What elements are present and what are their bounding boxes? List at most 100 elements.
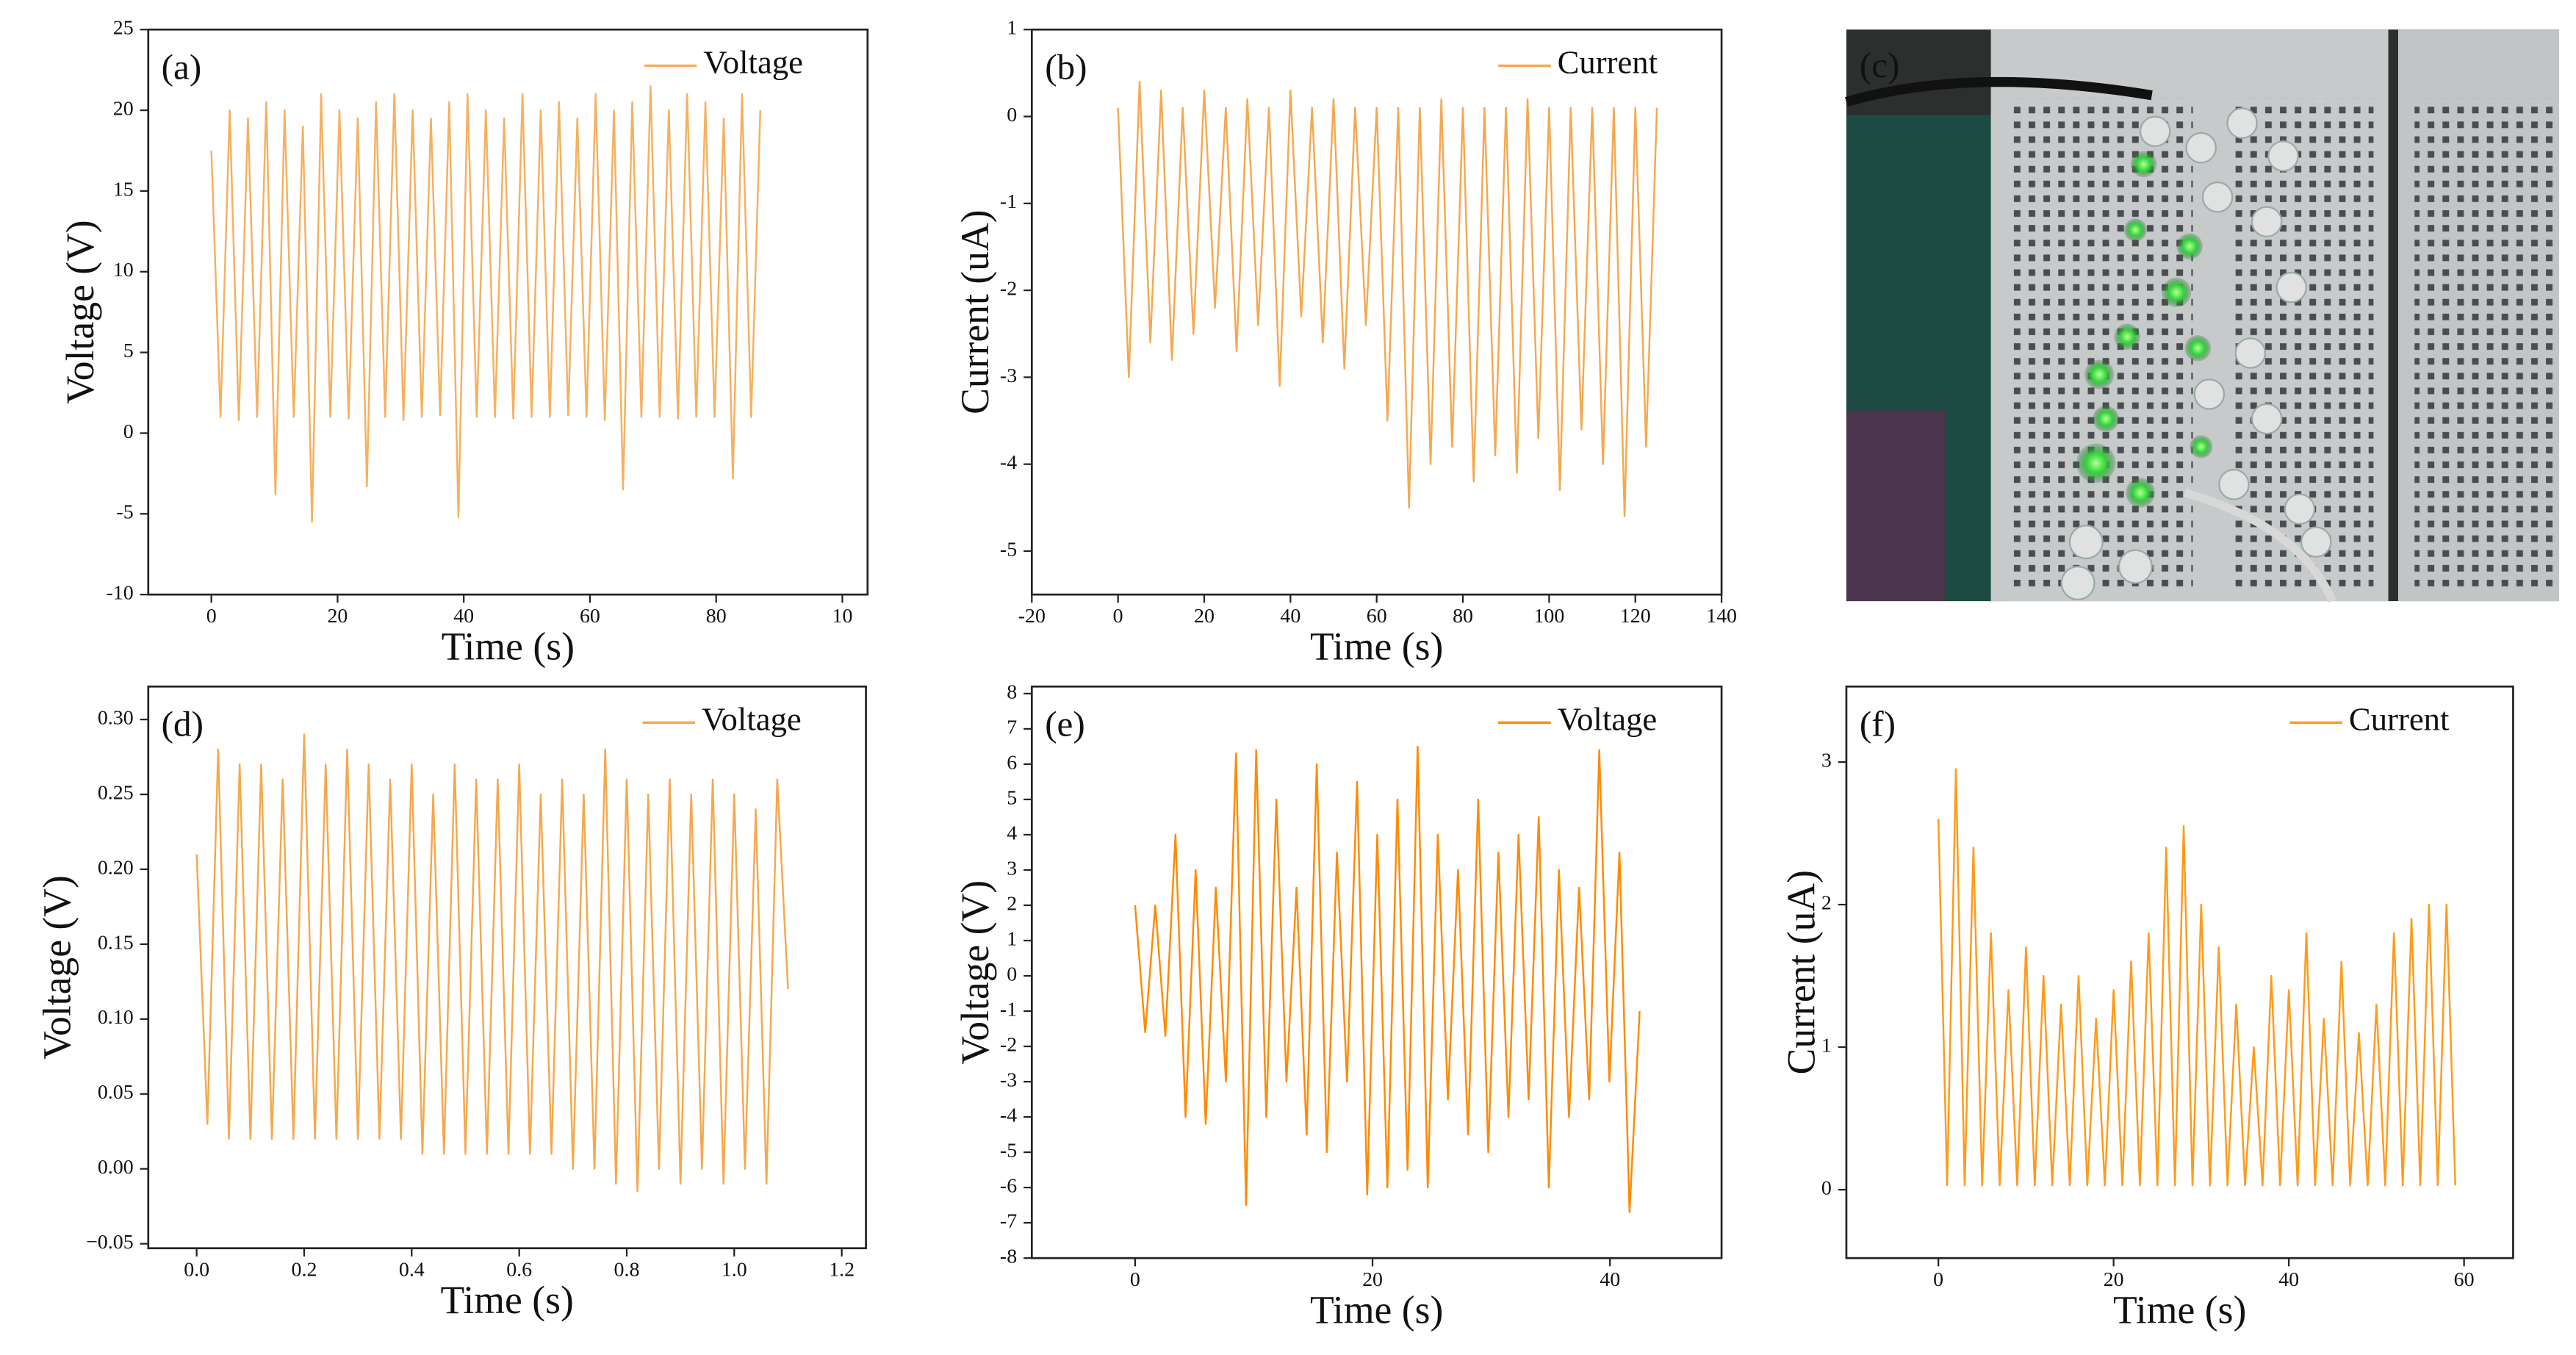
y-axis-label: Voltage (V) [58, 220, 102, 404]
y-tick-label: 0 [1821, 1176, 1832, 1199]
data-line [1937, 768, 2456, 1187]
chart-panel: 0 20 40 60 0 1 2 3 Time (s) Current (uA) Current (f… [1779, 685, 2514, 1331]
breadboard-holes [2414, 98, 2555, 592]
plot-frame [147, 685, 867, 1250]
chart-panel: 0 20 40 -8 -7 -6 -5 -4 -3 -2 -1 0 1 2 3 4 5 6 7 8 Time (s) Vo… [953, 680, 1723, 1331]
chart-panel: 0 20 40 60 80 10 -10 -5 0 5 10 15 20 25 Time (s) Voltag… [58, 17, 869, 668]
y-tick-label: 10 [113, 259, 134, 281]
x-tick-label: -20 [1018, 605, 1046, 628]
panel-label: (f) [1860, 703, 1896, 744]
data-line [1117, 80, 1658, 517]
x-tick-label: 140 [1706, 605, 1737, 628]
x-tick-label: 20 [1194, 605, 1215, 628]
y-tick-label: -2 [1000, 278, 1017, 301]
y-tick-label: 6 [1007, 751, 1017, 774]
y-tick-label: 0.10 [98, 1006, 134, 1029]
x-tick-label: 0 [1113, 605, 1123, 628]
cable [1845, 76, 2153, 107]
x-tick-label: 120 [1620, 605, 1651, 628]
y-axis-label: Voltage (V) [35, 875, 79, 1060]
plot-frame [147, 28, 869, 596]
y-tick-label: 7 [1007, 716, 1017, 738]
y-tick-label: 2 [1007, 892, 1017, 915]
y-tick-label: 1 [1821, 1034, 1832, 1057]
y-tick-label: -7 [1000, 1210, 1017, 1233]
x-tick-label: 0.0 [184, 1258, 209, 1281]
y-tick-label: 5 [1007, 786, 1017, 809]
x-axis-label: Time (s) [1310, 1287, 1443, 1331]
y-tick-label: 3 [1007, 857, 1017, 880]
y-tick-label: -4 [1000, 451, 1017, 474]
y-tick-label: −0.05 [86, 1231, 134, 1254]
legend-label: Voltage [702, 701, 802, 738]
x-tick-label: 80 [1453, 605, 1473, 628]
y-tick-label: 0.15 [98, 931, 134, 954]
photo-shadow [1846, 410, 1946, 602]
panel-label: (a) [162, 46, 202, 87]
x-tick-label: 80 [706, 605, 727, 628]
y-tick-label: 5 [123, 339, 134, 362]
y-tick-label: -10 [106, 582, 133, 605]
y-tick-label: -2 [1000, 1033, 1017, 1056]
y-tick-label: 0 [123, 420, 134, 443]
y-tick-label: 3 [1821, 750, 1832, 772]
x-tick-label: 60 [580, 605, 600, 628]
plot-frame [1845, 685, 2514, 1259]
data-line [1134, 745, 1641, 1213]
y-tick-label: 0.30 [98, 707, 134, 730]
y-tick-label: -5 [116, 501, 133, 524]
x-tick-label: 0 [206, 605, 217, 628]
x-tick-label: 10 [832, 605, 852, 628]
y-axis-label: Current (uA) [1779, 870, 1823, 1074]
x-axis-label: Time (s) [1310, 624, 1443, 668]
y-tick-label: 0.25 [98, 781, 134, 804]
x-tick-label: 60 [2454, 1268, 2475, 1291]
panel-label: (e) [1045, 703, 1085, 744]
y-tick-label: 20 [113, 97, 134, 120]
x-tick-label: 40 [1280, 605, 1300, 628]
cable [2183, 489, 2336, 603]
x-tick-label: 100 [1533, 605, 1564, 628]
leds [2060, 107, 2332, 600]
legend-label: Voltage [1558, 701, 1658, 738]
y-tick-label: 8 [1007, 680, 1017, 703]
panel-label: (d) [162, 703, 204, 744]
x-tick-label: 0.2 [292, 1258, 317, 1281]
y-axis-label: Voltage (V) [953, 880, 997, 1065]
legend-label: Current [2349, 701, 2450, 738]
panel-label: (b) [1045, 46, 1087, 87]
y-tick-label: 0.00 [98, 1156, 134, 1179]
y-tick-label: -1 [1000, 998, 1017, 1021]
y-tick-label: 0.20 [98, 856, 134, 879]
y-axis-label: Current (uA) [953, 209, 997, 414]
y-tick-label: -1 [1000, 190, 1017, 213]
y-tick-label: 0.05 [98, 1081, 134, 1104]
x-tick-label: 20 [2104, 1268, 2124, 1291]
x-tick-label: 40 [2278, 1268, 2299, 1291]
y-tick-label: -3 [1000, 1068, 1017, 1091]
y-tick-label: -5 [1000, 1139, 1017, 1162]
y-tick-label: 0 [1007, 104, 1017, 126]
data-line [195, 733, 789, 1193]
x-tick-label: 1.0 [722, 1258, 747, 1281]
y-tick-label: 1 [1007, 17, 1017, 40]
x-tick-label: 0.4 [399, 1258, 425, 1281]
y-tick-label: 1 [1007, 927, 1017, 950]
y-tick-label: -8 [1000, 1246, 1017, 1268]
x-tick-label: 40 [1600, 1268, 1620, 1291]
y-tick-label: -5 [1000, 538, 1017, 561]
chart-panel: 0.0 0.2 0.4 0.6 0.8 1.0 1.2 −0.05 0.00 0.05 0.10 0.… [35, 685, 867, 1322]
x-tick-label: 0.8 [614, 1258, 640, 1281]
y-tick-label: 15 [113, 178, 134, 201]
x-tick-label: 60 [1367, 605, 1387, 628]
x-tick-label: 0.6 [506, 1258, 532, 1281]
x-tick-label: 20 [327, 605, 348, 628]
y-tick-label: 0 [1007, 963, 1017, 985]
x-axis-label: Time (s) [2113, 1287, 2246, 1331]
x-tick-label: 0 [1933, 1268, 1943, 1291]
y-tick-label: -4 [1000, 1104, 1017, 1126]
lit-leds [2076, 151, 2213, 508]
data-line [210, 85, 762, 523]
breadboard-holes [2012, 98, 2193, 592]
